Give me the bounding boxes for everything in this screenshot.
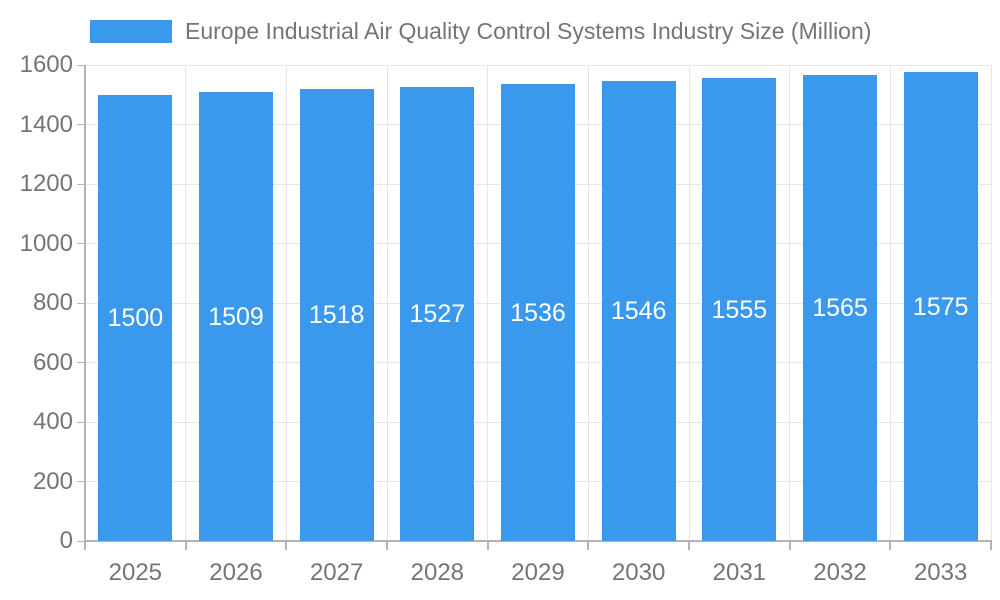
- y-tick: [77, 302, 85, 304]
- gridline-x: [889, 65, 891, 541]
- gridline-x: [386, 65, 388, 541]
- bar-2031: 1555: [702, 78, 777, 541]
- bar-value-label: 1518: [308, 301, 365, 330]
- y-axis-label: 600: [32, 348, 73, 376]
- x-axis-label: 2026: [209, 559, 263, 586]
- bar-2027: 1518: [299, 89, 374, 541]
- bar-2025: 1500: [98, 94, 173, 541]
- y-tick: [77, 183, 85, 185]
- x-tick: [285, 541, 288, 550]
- y-tick: [77, 243, 85, 244]
- bar-2026: 1509: [199, 92, 273, 541]
- x-axis-label: 2031: [712, 559, 767, 586]
- gridline-x: [285, 65, 287, 541]
- bar-2033: 1575: [903, 72, 978, 541]
- x-tick: [889, 541, 892, 550]
- y-tick: [77, 362, 85, 363]
- bar-2029: 1536: [501, 84, 575, 541]
- gridline-x: [487, 65, 489, 541]
- legend-swatch: [90, 19, 172, 43]
- y-axis-line: [84, 65, 86, 541]
- y-axis-label: 200: [32, 467, 73, 495]
- y-tick: [77, 64, 85, 66]
- gridline-x: [587, 65, 589, 541]
- bar-value-label: 1565: [812, 294, 868, 323]
- y-axis-label: 0: [59, 527, 73, 554]
- x-tick: [84, 541, 86, 550]
- gridline-x: [789, 65, 791, 541]
- x-tick: [184, 541, 187, 550]
- y-axis-label: 800: [32, 289, 73, 316]
- gridline-y-1600: [85, 64, 991, 66]
- bar-value-label: 1575: [912, 292, 969, 321]
- x-tick: [788, 541, 791, 550]
- x-tick: [990, 541, 992, 550]
- y-tick: [77, 481, 85, 482]
- bar-value-label: 1546: [610, 297, 667, 326]
- x-axis-label: 2025: [108, 559, 163, 586]
- bar-2032: 1565: [803, 75, 877, 541]
- bar-value-label: 1500: [107, 303, 164, 332]
- bar-2030: 1546: [601, 81, 676, 541]
- x-axis-label: 2033: [913, 559, 968, 586]
- bar-value-label: 1536: [510, 298, 566, 327]
- x-tick: [386, 541, 388, 550]
- x-axis-label: 2028: [410, 559, 465, 586]
- y-tick: [77, 421, 85, 423]
- x-axis-label: 2027: [309, 559, 364, 586]
- y-tick: [77, 124, 85, 125]
- y-axis-label: 400: [32, 408, 73, 435]
- x-axis-label: 2030: [611, 559, 666, 586]
- x-axis-line: [84, 540, 992, 542]
- gridline-x: [990, 65, 992, 541]
- bar-value-label: 1555: [711, 295, 768, 324]
- y-axis-label: 1400: [19, 110, 73, 138]
- bar-2028: 1527: [400, 86, 475, 541]
- legend[interactable]: Europe Industrial Air Quality Control Sy…: [90, 17, 871, 45]
- gridline-x: [688, 65, 690, 541]
- x-tick: [688, 541, 690, 550]
- bar-value-label: 1527: [409, 299, 466, 328]
- gridline-x: [185, 65, 187, 541]
- x-axis-label: 2032: [813, 559, 867, 586]
- y-axis-label: 1600: [19, 51, 73, 78]
- x-tick: [486, 541, 489, 550]
- y-axis-label: 1000: [19, 229, 73, 257]
- x-tick: [587, 541, 590, 550]
- legend-label: Europe Industrial Air Quality Control Sy…: [185, 18, 872, 44]
- bar-value-label: 1509: [208, 302, 264, 331]
- y-axis-label: 1200: [19, 170, 73, 197]
- y-tick: [77, 540, 85, 542]
- x-axis-label: 2029: [511, 559, 565, 586]
